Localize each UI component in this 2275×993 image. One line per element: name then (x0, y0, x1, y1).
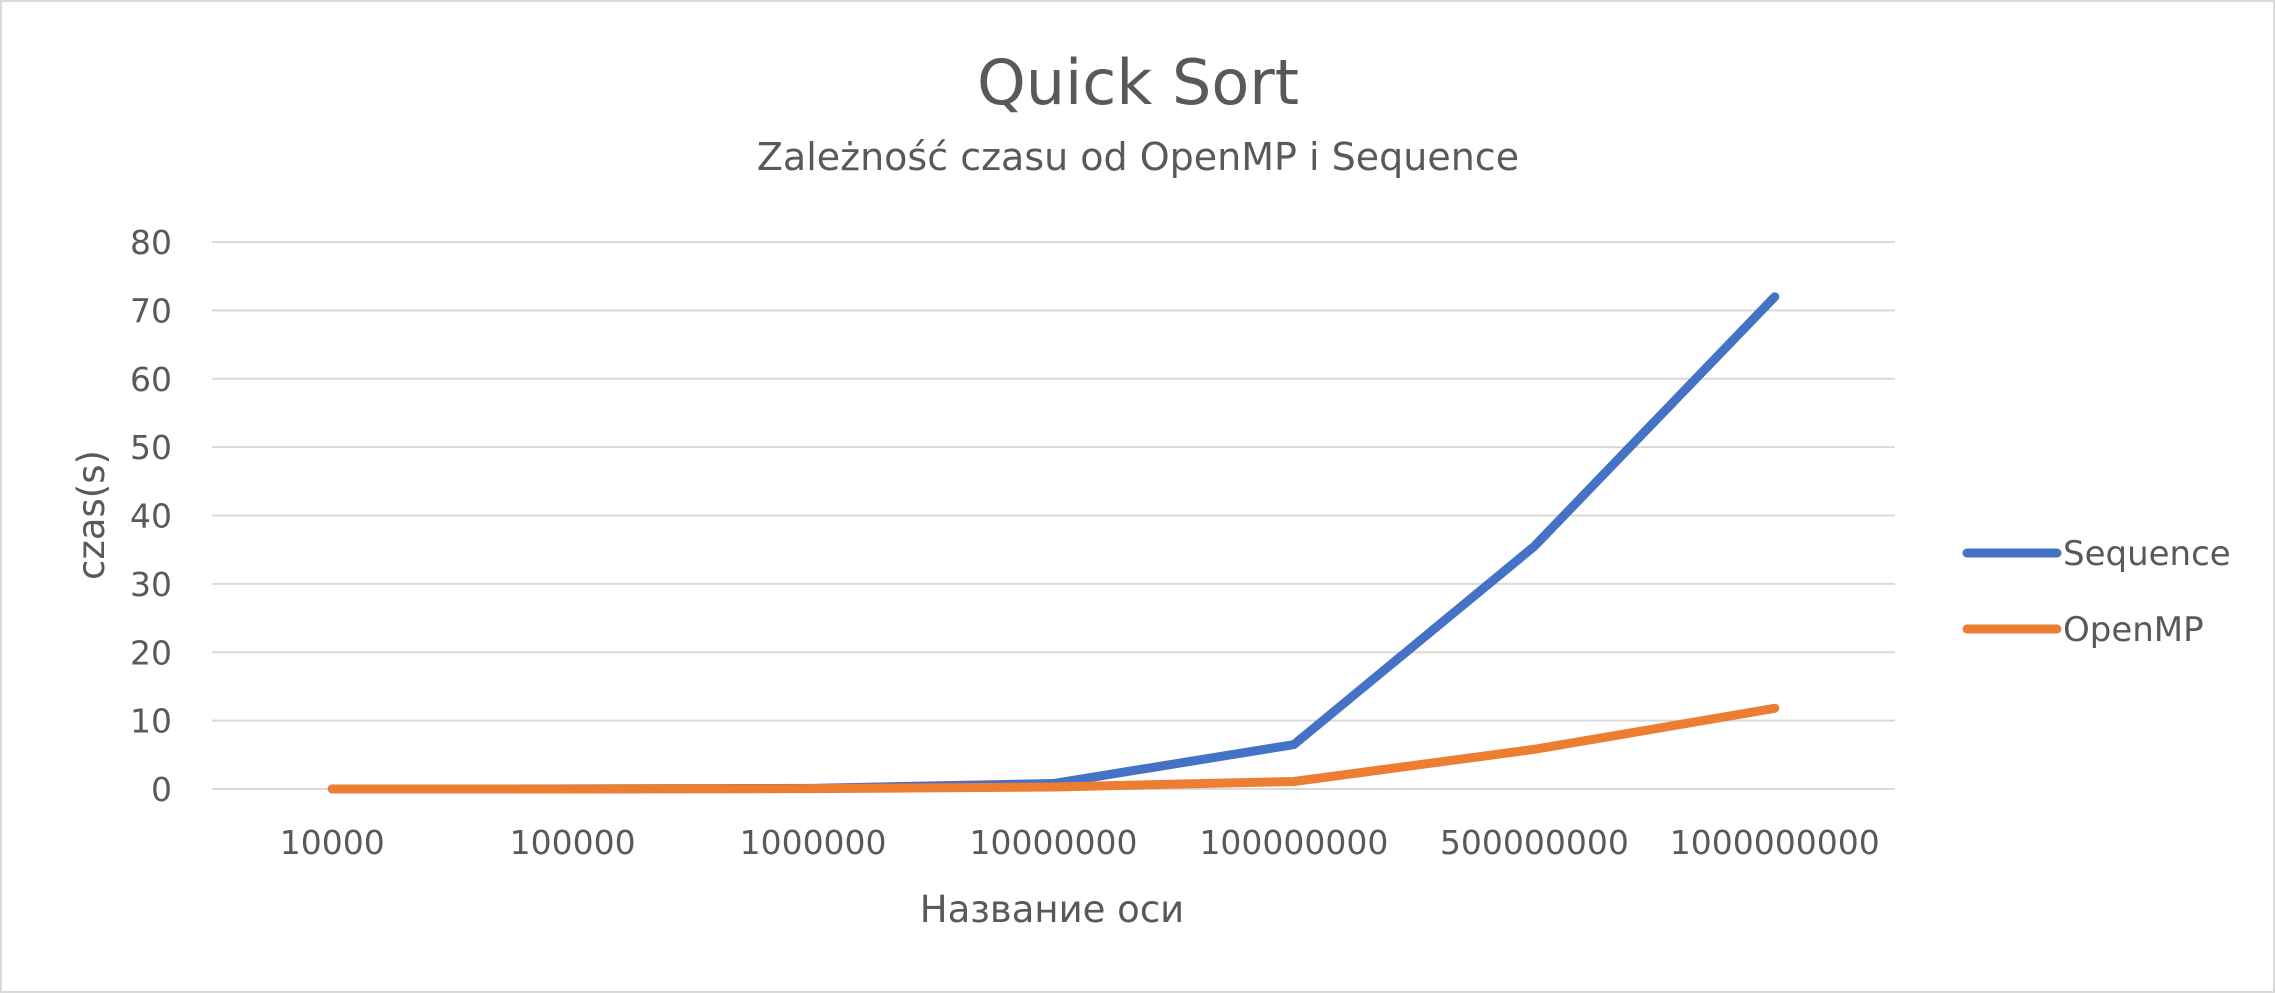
data-point (1292, 743, 1295, 746)
y-tick-label: 40 (130, 497, 172, 536)
legend: Sequence OpenMP (1962, 534, 2231, 650)
y-tick-label: 70 (130, 291, 172, 330)
data-point (1773, 295, 1776, 298)
x-tick-label: 100000 (510, 823, 636, 862)
y-tick-label: 50 (130, 428, 172, 467)
chart-title: Quick Sort (977, 46, 1299, 119)
chart-subtitle: Zależność czasu od OpenMP i Sequence (757, 135, 1519, 179)
y-axis-title: czas(s) (70, 450, 113, 580)
data-point (1773, 707, 1776, 710)
data-point (812, 787, 815, 790)
legend-label: OpenMP (2063, 610, 2204, 650)
y-tick-label: 20 (130, 633, 172, 672)
data-point (1533, 545, 1536, 548)
y-axis-ticks: 0 10 20 30 40 50 60 70 80 (130, 223, 172, 809)
x-tick-label: 1000000 (740, 823, 887, 862)
data-point (1533, 748, 1536, 751)
data-point (331, 787, 334, 790)
data-point (1052, 785, 1055, 788)
series-lines (327, 292, 1780, 794)
x-tick-label: 500000000 (1440, 823, 1629, 862)
x-tick-label: 10000 (280, 823, 385, 862)
gridlines (212, 241, 1895, 790)
y-tick-label: 10 (130, 702, 172, 741)
x-axis-ticks: 10000 100000 1000000 10000000 100000000 50000… (280, 823, 1880, 862)
y-tick-label: 30 (130, 565, 172, 604)
series-line-sequence (327, 292, 1780, 794)
data-point (1292, 780, 1295, 783)
data-point (571, 787, 574, 790)
y-tick-label: 0 (151, 770, 172, 809)
x-tick-label: 100000000 (1199, 823, 1388, 862)
x-axis-title: Название оси (920, 888, 1184, 931)
y-tick-label: 80 (130, 223, 172, 262)
y-tick-label: 60 (130, 360, 172, 399)
x-tick-label: 1000000000 (1670, 823, 1880, 862)
legend-label: Sequence (2063, 534, 2231, 574)
x-tick-label: 10000000 (970, 823, 1138, 862)
